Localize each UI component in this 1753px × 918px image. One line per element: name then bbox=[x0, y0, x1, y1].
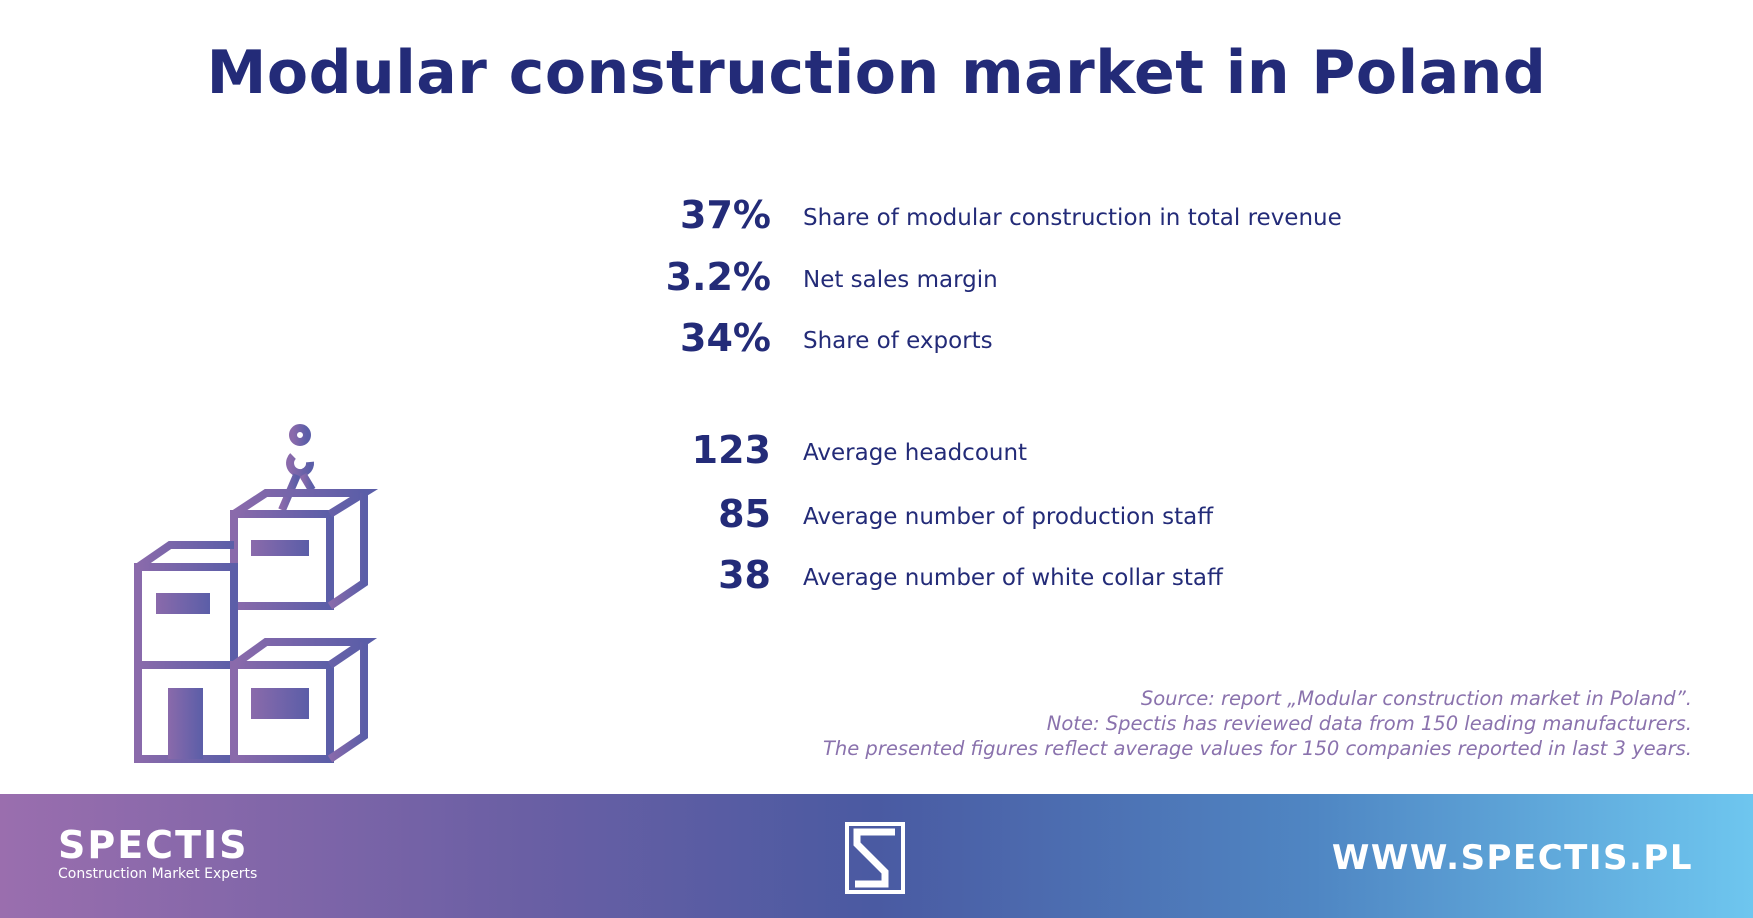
stat-label: Share of exports bbox=[803, 328, 993, 354]
stat-value: 38 bbox=[718, 553, 771, 597]
stat-row: 123 Average headcount bbox=[0, 425, 1753, 475]
stat-value: 34% bbox=[680, 316, 771, 360]
stat-row: 3.2% Net sales margin bbox=[0, 252, 1753, 302]
note-line: Note: Spectis has reviewed data from 150… bbox=[1046, 712, 1692, 735]
note-line: The presented figures reflect average va… bbox=[822, 737, 1692, 760]
stat-row: 85 Average number of production staff bbox=[0, 489, 1753, 539]
spectis-s-logo-icon bbox=[845, 822, 905, 894]
page-title: Modular construction market in Poland bbox=[206, 38, 1547, 108]
stat-row: 34% Share of exports bbox=[0, 313, 1753, 363]
spectis-logo: SPECTIS Construction Market Experts bbox=[58, 826, 257, 884]
stat-label: Average number of production staff bbox=[803, 504, 1214, 530]
stat-label: Share of modular construction in total r… bbox=[803, 205, 1342, 231]
source-note: Source: report „Modular construction mar… bbox=[823, 686, 1692, 761]
source-line: Source: report „Modular construction mar… bbox=[1140, 687, 1692, 710]
brand-tagline: Construction Market Experts bbox=[58, 866, 258, 882]
stat-label: Average number of white collar staff bbox=[803, 565, 1223, 591]
stat-value: 3.2% bbox=[665, 255, 771, 299]
stat-row: 38 Average number of white collar staff bbox=[0, 550, 1753, 600]
stat-label: Average headcount bbox=[803, 440, 1028, 466]
stat-row: 37% Share of modular construction in tota… bbox=[0, 190, 1753, 240]
stat-label: Net sales margin bbox=[803, 267, 998, 293]
website-link[interactable]: WWW.SPECTIS.PL bbox=[1331, 838, 1693, 878]
stat-value: 37% bbox=[680, 193, 771, 237]
footer-banner: SPECTIS Construction Market Experts WWW.… bbox=[0, 794, 1753, 918]
stat-value: 123 bbox=[691, 428, 771, 472]
brand-name: SPECTIS bbox=[58, 823, 249, 867]
stat-value: 85 bbox=[718, 492, 771, 536]
modular-buildings-icon bbox=[134, 407, 379, 763]
